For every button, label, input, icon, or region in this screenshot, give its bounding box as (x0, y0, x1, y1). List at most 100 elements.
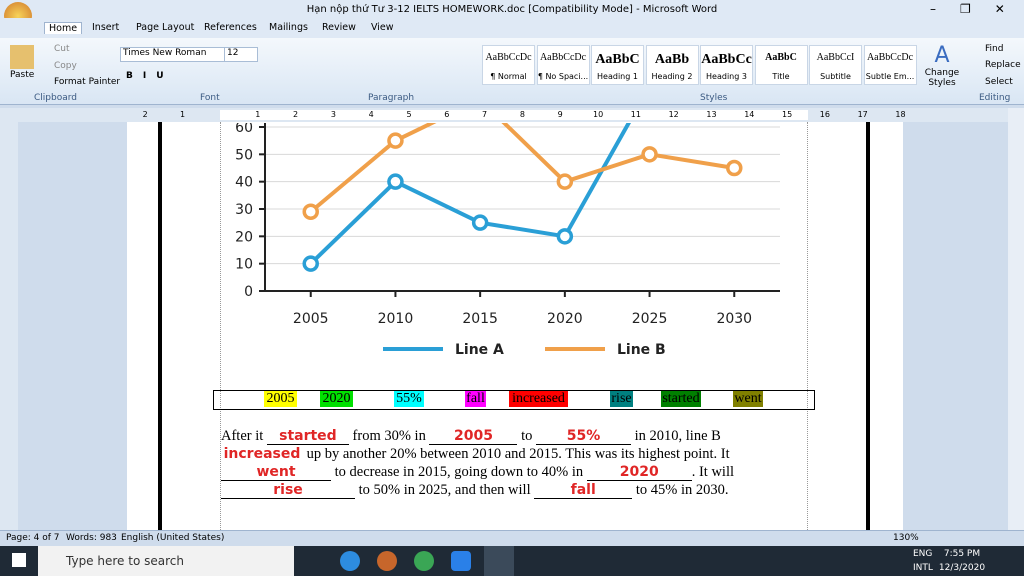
app-icon[interactable] (484, 546, 514, 576)
word-bank-item: started (661, 391, 701, 407)
y-tick-label: 50 (235, 147, 253, 163)
change-styles-label: Change Styles (924, 68, 960, 88)
x-tick-label: 2025 (632, 311, 668, 327)
ruler-number: 4 (368, 110, 374, 119)
style-item[interactable]: AaBbCc Heading 3 (700, 45, 753, 85)
data-point (556, 173, 574, 190)
input-language[interactable]: ENG (913, 549, 933, 559)
word-bank-item: 2020 (320, 391, 353, 407)
answer: started (266, 429, 349, 445)
select[interactable]: Select (985, 77, 1013, 87)
x-tick-label: 2015 (462, 311, 498, 327)
clock-time[interactable]: 7:55 PM (943, 549, 981, 559)
keyboard-layout[interactable]: INTL (913, 563, 933, 573)
style-item[interactable]: AaBbCcDc ¶ No Spaci... (536, 45, 590, 85)
ribbon-tab[interactable]: Mailings (269, 22, 308, 33)
paste-icon[interactable] (10, 45, 34, 69)
y-tick-label: 20 (235, 229, 253, 245)
ruler-number: 17 (857, 110, 868, 119)
app-icon[interactable] (451, 551, 471, 571)
ruler-number: 7 (482, 110, 488, 119)
start-button[interactable] (12, 553, 26, 567)
style-preview: AaBbCcI (816, 52, 855, 63)
data-point (387, 173, 404, 190)
replace[interactable]: Replace (985, 60, 1021, 70)
ruler-number: 16 (819, 110, 830, 119)
format-painter[interactable]: Format Painter (54, 77, 121, 87)
ruler-number: 2 (293, 110, 299, 119)
ribbon-tab[interactable]: References (204, 22, 257, 33)
style-name: ¶ Normal (490, 72, 527, 81)
style-item[interactable]: AaBb Heading 2 (645, 45, 699, 85)
app-icon[interactable] (414, 551, 434, 571)
style-name: ¶ No Spaci... (537, 72, 589, 81)
margin (220, 122, 221, 530)
ruler-number: 8 (519, 110, 525, 119)
scrollbar[interactable] (1008, 108, 1024, 530)
text: After it (221, 428, 267, 444)
group-label: Editing (979, 93, 1011, 103)
text: to (517, 428, 536, 444)
style-name: Heading 1 (597, 72, 638, 81)
cut[interactable]: Cut (54, 44, 70, 54)
language[interactable]: English (United States) (121, 533, 225, 543)
data-point (471, 214, 489, 231)
word-bank-item: fall (465, 391, 486, 407)
ruler-number: 14 (744, 110, 755, 119)
ruler-number: 13 (706, 110, 717, 119)
title-bar (0, 0, 1024, 18)
ribbon-tab[interactable]: Page Layout (136, 22, 195, 33)
status-bar (0, 530, 1024, 547)
zoom[interactable]: 130% (893, 533, 919, 543)
word-bank-item: increased (509, 391, 568, 407)
data-point (474, 93, 487, 106)
style-item[interactable]: AaBbCcDc ¶ Normal (482, 45, 535, 85)
ribbon-tab[interactable]: Insert (92, 22, 120, 33)
style-item[interactable]: AaBbCcI Subtitle (809, 45, 862, 85)
ribbon-tab[interactable]: Review (322, 22, 356, 33)
ruler-number: 15 (782, 110, 793, 119)
clock-date[interactable]: 12/3/2020 (938, 563, 986, 573)
font-name[interactable]: Times New Roman (120, 47, 226, 62)
group-label: Styles (700, 93, 728, 103)
legend-label: Line B (617, 342, 666, 358)
ribbon-tab[interactable]: Home (44, 22, 83, 34)
style-item[interactable]: AaBbCcDc Subtle Em... (863, 45, 917, 85)
text-line: rise to 50% in 2025, and then will fall … (221, 482, 728, 499)
app-icon[interactable] (377, 551, 397, 571)
ruler-number: 5 (406, 110, 412, 119)
word-bank-item: went (733, 391, 763, 407)
ruler-number: 6 (444, 110, 450, 119)
ruler-number: 3 (330, 110, 336, 119)
data-line (309, 123, 735, 214)
text: to 45% in 2030. (632, 482, 729, 498)
change-styles[interactable]: A Change Styles (924, 43, 960, 89)
find[interactable]: Find (985, 44, 1004, 54)
copy[interactable]: Copy (54, 61, 77, 71)
font-size[interactable]: 12 (224, 47, 258, 62)
style-name: Heading 3 (706, 72, 747, 81)
ruler-number: 1 (180, 110, 186, 119)
word-count[interactable]: Words: 983 (66, 533, 117, 543)
ruler: 2 1 1 2 3 4 5 6 7 8 9 10 11 12 13 14 15 16 17 18 (0, 108, 1024, 122)
style-item[interactable]: AaBbC Heading 1 (591, 45, 644, 85)
legend-label: Line A (455, 342, 504, 358)
style-name: Title (772, 72, 790, 81)
style-preview: AaBbCcDc (485, 52, 532, 63)
ruler-number: 10 (593, 110, 604, 119)
style-item[interactable]: AaBbC Title (754, 45, 808, 85)
style-preview: AaBbC (595, 52, 640, 67)
group-label: Font (200, 93, 220, 103)
answer: 55% (535, 429, 631, 445)
window-controls[interactable]: –❐✕ (930, 2, 1024, 16)
answer: 2005 (429, 429, 518, 445)
search-box[interactable]: Type here to search (38, 546, 294, 576)
page-count[interactable]: Page: 4 of 7 (6, 533, 60, 543)
answer: went (221, 465, 331, 481)
paste[interactable]: Paste (10, 70, 35, 80)
app-icon[interactable] (340, 551, 360, 571)
font-buttons[interactable]: BIU (126, 71, 174, 81)
ruler-number: 1 (255, 110, 261, 119)
answer: increased (223, 446, 301, 462)
ribbon-tab[interactable]: View (371, 22, 394, 33)
